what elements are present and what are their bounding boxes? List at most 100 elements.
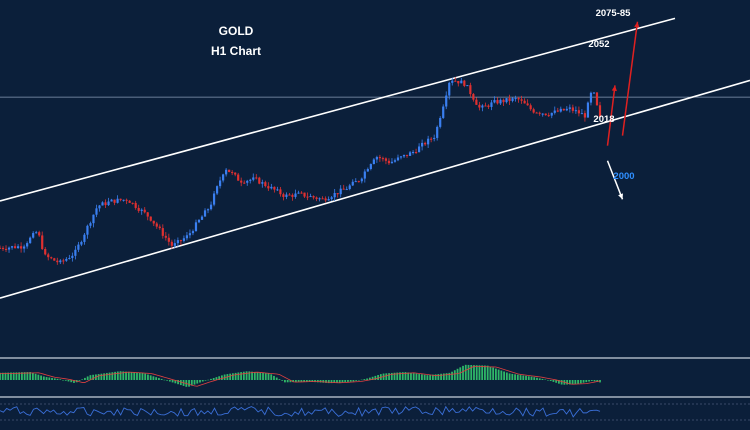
- candle-body: [321, 198, 324, 200]
- arrow-2: [621, 21, 640, 136]
- candle-body: [306, 196, 309, 198]
- macd-histogram-bar: [368, 377, 371, 380]
- candle-body: [119, 198, 122, 201]
- macd-histogram-bar: [190, 380, 193, 386]
- candle-body: [387, 160, 391, 164]
- macd-histogram-bar: [237, 372, 240, 380]
- macd-histogram-bar: [23, 372, 26, 380]
- macd-histogram-bar: [174, 380, 177, 384]
- candle-body: [421, 142, 424, 147]
- candle-body: [499, 99, 502, 104]
- candle-body: [134, 202, 137, 208]
- macd-histogram-bar: [275, 377, 278, 380]
- macd-histogram-bar: [215, 377, 218, 380]
- candle-body: [433, 137, 436, 139]
- target-label-2000: 2000: [613, 171, 634, 182]
- macd-histogram-bar: [92, 374, 95, 380]
- candle-body: [457, 80, 460, 84]
- candle-body: [559, 108, 562, 112]
- macd-histogram-bar: [289, 380, 292, 383]
- candle-body: [550, 112, 553, 116]
- macd-histogram-bar: [141, 372, 144, 380]
- macd-histogram-bar: [229, 373, 232, 380]
- macd-histogram-bar: [15, 372, 18, 380]
- macd-histogram-bar: [240, 372, 242, 380]
- macd-histogram-bar: [270, 374, 273, 380]
- macd-histogram-bar: [366, 378, 369, 380]
- macd-histogram-bar: [492, 367, 495, 380]
- macd-histogram-bar: [385, 373, 388, 380]
- macd-histogram-bar: [171, 380, 174, 383]
- macd-histogram-bar: [133, 372, 136, 380]
- candle-body: [454, 80, 457, 82]
- macd-histogram-bar: [303, 380, 306, 382]
- candle-body: [234, 172, 237, 175]
- candle-body: [261, 182, 264, 184]
- candle-body: [532, 109, 535, 113]
- macd-histogram-bar: [207, 379, 210, 381]
- macd-histogram-bar: [421, 374, 423, 380]
- macd-histogram-bar: [360, 379, 363, 381]
- candle-body: [571, 107, 574, 111]
- candle-body: [95, 208, 98, 215]
- macd-histogram-bar: [114, 371, 116, 380]
- macd-histogram-bar: [292, 380, 295, 383]
- candle-body: [65, 258, 68, 261]
- channel-lower-line: [0, 79, 750, 299]
- candle-body: [161, 228, 164, 236]
- macd-histogram-bar: [577, 380, 579, 384]
- macd-histogram-bar: [64, 380, 67, 381]
- candle-body: [80, 241, 83, 245]
- candle-body: [35, 232, 38, 234]
- macd-histogram-bar: [119, 371, 122, 380]
- candle-body: [372, 159, 375, 165]
- candle-body: [143, 209, 146, 213]
- macd-histogram-bar: [347, 380, 349, 382]
- arrow-head: [634, 21, 640, 28]
- macd-histogram-bar: [497, 369, 500, 380]
- macd-histogram-bar: [363, 379, 366, 380]
- candle-body: [466, 85, 469, 87]
- candle-body: [427, 138, 430, 145]
- candle-body: [71, 255, 74, 259]
- candle-body: [38, 232, 41, 236]
- candle-body: [538, 112, 541, 114]
- candle-body: [77, 244, 80, 250]
- candle-body: [74, 249, 77, 256]
- candle-body: [396, 157, 400, 161]
- macd-histogram-bar: [388, 373, 390, 380]
- candle-body: [583, 113, 587, 118]
- candle-body: [149, 216, 152, 221]
- candle-body: [562, 108, 565, 111]
- macd-histogram-bar: [325, 380, 327, 383]
- macd-histogram-bar: [177, 380, 179, 385]
- candle-body: [50, 257, 53, 259]
- macd-histogram-bar: [582, 380, 585, 383]
- candle-body: [556, 110, 559, 112]
- macd-histogram-bar: [166, 380, 169, 381]
- candle-body: [580, 113, 584, 115]
- macd-histogram-bar: [549, 380, 552, 382]
- candle-body: [225, 169, 228, 175]
- macd-histogram-bar: [149, 375, 152, 380]
- macd-histogram-bar: [242, 371, 245, 380]
- candle-body: [336, 193, 339, 195]
- macd-histogram-bar: [31, 372, 34, 380]
- candle-body: [125, 199, 128, 201]
- candle-body: [155, 223, 158, 227]
- candle-body: [469, 85, 472, 95]
- candle-body: [357, 181, 360, 183]
- macd-histogram-bar: [160, 378, 163, 380]
- macd-histogram-bar: [418, 374, 421, 380]
- candle-body: [13, 246, 17, 249]
- candle-body: [333, 193, 336, 198]
- macd-histogram-bar: [566, 380, 569, 385]
- macd-histogram-bar: [210, 378, 212, 380]
- macd-histogram-bar: [352, 380, 355, 382]
- candle-body: [487, 105, 490, 107]
- macd-histogram-bar: [188, 380, 190, 387]
- candle-body: [547, 115, 550, 117]
- candle-body: [354, 181, 357, 183]
